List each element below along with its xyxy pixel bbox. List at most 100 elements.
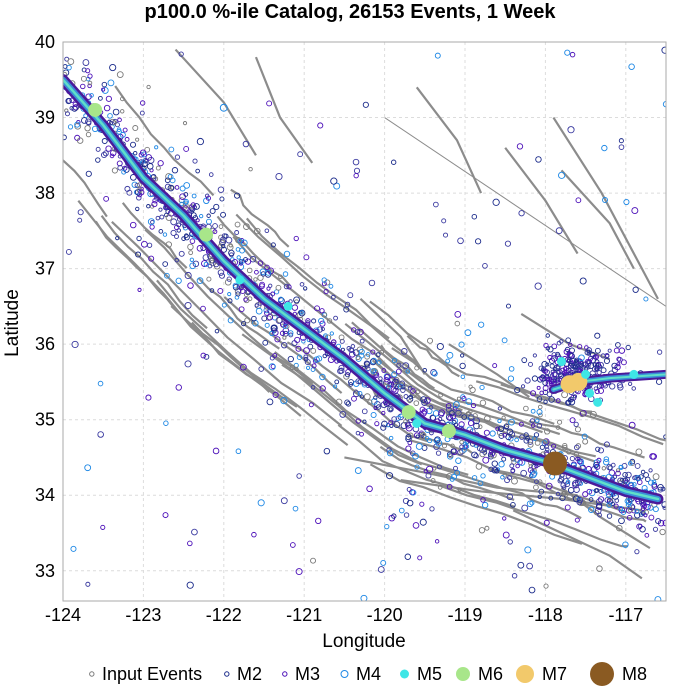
event-marker [612,474,618,479]
event-marker [417,555,423,561]
event-marker [337,368,344,375]
x-tick-label: -120 [367,605,403,625]
event-marker [605,491,613,498]
event-marker [283,322,288,327]
event-marker [319,373,326,381]
event-marker [613,503,619,509]
event-marker [371,368,378,375]
event-marker [600,367,607,374]
event-marker [56,86,61,91]
legend-label: M7 [542,664,567,684]
event-marker [244,317,251,324]
event-marker [243,297,248,302]
event-marker [414,365,420,371]
event-marker [208,172,214,177]
legend-marker [590,662,614,686]
event-marker [218,224,224,229]
event-marker [335,398,343,406]
event-marker [239,247,246,254]
event-marker [523,432,529,438]
event-marker [76,137,84,144]
event-marker [435,450,442,456]
event-marker [652,526,659,532]
event-marker [136,195,142,201]
event-marker [303,286,308,291]
event-marker [322,353,328,359]
event-marker [316,326,323,333]
event-marker [618,464,623,470]
event-marker [616,524,623,532]
event-marker [351,395,357,402]
event-marker [317,122,324,129]
event-marker [223,233,229,239]
event-marker [272,391,279,398]
event-marker [473,453,479,459]
event-marker [457,487,462,492]
event-marker [599,383,605,389]
event-marker [642,503,648,509]
event-marker [615,468,621,473]
y-tick-label: 38 [35,183,55,203]
event-marker [373,405,378,411]
event-marker [345,401,352,407]
event-marker [387,405,394,413]
event-marker [567,398,572,403]
event-marker [266,286,271,291]
event-marker [380,559,387,566]
event-marker [640,469,646,475]
fault-line [223,296,343,394]
event-marker [251,531,257,538]
event-marker [618,505,624,511]
event-marker [590,351,596,358]
event-marker [282,271,289,277]
event-marker [543,428,551,435]
event-marker [124,136,130,142]
event-marker [251,315,257,322]
event-marker [507,375,515,382]
event-marker [159,214,165,220]
event-marker [596,565,603,572]
event-marker [367,399,373,405]
event-marker [219,196,225,202]
event-marker [419,432,427,440]
event-marker [363,393,371,401]
event-marker [579,410,586,418]
event-marker [648,514,655,521]
event-marker [419,501,425,507]
x-tick-labels: -124 -123 -122 -121 -120 -119 -118 -117 [45,605,643,625]
event-marker [235,448,242,455]
event-marker [652,473,660,481]
event-marker [589,410,597,418]
event-marker [56,114,61,119]
event-marker [427,438,433,444]
event-marker [601,466,607,471]
event-marker [413,400,420,406]
event-marker [313,356,320,363]
event-marker [425,465,434,473]
fault-line [235,213,418,364]
event-marker [65,248,72,255]
event-marker [174,224,180,231]
event-m6 [88,102,103,117]
event-marker [679,496,683,500]
event-marker [576,458,583,465]
fault-line [475,380,664,446]
event-marker [454,469,461,476]
event-marker [135,251,142,258]
event-marker [238,285,244,291]
event-marker [618,138,624,144]
event-marker [558,171,566,179]
event-marker [630,504,636,510]
event-marker [623,198,630,206]
event-marker [564,481,571,488]
event-marker [311,363,317,369]
event-marker [405,435,412,443]
event-marker [490,452,497,459]
event-marker [201,260,208,267]
event-marker [330,294,336,300]
event-marker [532,353,537,358]
event-m8 [543,451,568,476]
event-marker [117,165,123,171]
event-marker [538,488,545,495]
event-marker [299,282,305,287]
